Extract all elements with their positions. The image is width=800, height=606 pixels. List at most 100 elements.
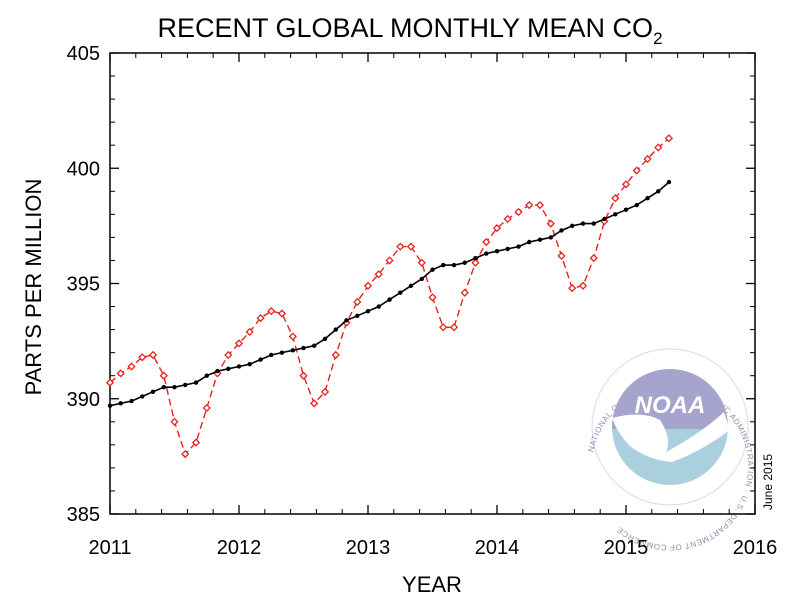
y-tick-label: 390 <box>67 389 100 411</box>
monthly-mean-point <box>267 307 276 316</box>
monthly-mean-point <box>363 281 373 290</box>
monthly-mean-point <box>406 242 416 251</box>
monthly-mean-point <box>245 327 254 337</box>
trend-point <box>333 327 338 332</box>
monthly-mean-point <box>417 258 426 267</box>
trend-point <box>602 216 607 222</box>
trend-point <box>365 308 371 314</box>
trend-point <box>408 283 414 289</box>
trend-point <box>269 352 274 358</box>
series-layer <box>105 134 674 459</box>
trend-point <box>473 255 478 261</box>
monthly-mean-point <box>191 438 201 447</box>
trend-point <box>634 202 639 208</box>
trend-point <box>301 345 306 351</box>
x-tick-label: 2016 <box>733 537 778 559</box>
monthly-mean-point <box>224 350 233 360</box>
trend-point <box>161 385 166 390</box>
trend-point <box>462 260 467 265</box>
monthly-mean-point <box>578 281 588 290</box>
monthly-mean-line <box>109 137 670 456</box>
trend-point <box>236 364 242 369</box>
trend-point <box>226 366 231 371</box>
monthly-mean-point <box>288 332 297 341</box>
monthly-mean-point <box>396 242 405 251</box>
y-tick-label: 395 <box>67 274 100 296</box>
monthly-mean-point <box>643 154 652 164</box>
monthly-mean-point <box>449 323 459 332</box>
trend-point <box>215 368 220 374</box>
monthly-mean-point <box>256 313 265 323</box>
trend-point <box>656 189 661 194</box>
trend-point <box>376 304 381 309</box>
trend-point <box>150 389 156 395</box>
trend-point <box>451 262 457 268</box>
trend-point <box>279 350 285 355</box>
monthly-mean-point <box>148 350 158 360</box>
x-tick-label: 2014 <box>475 537 520 559</box>
noaa-logo: NATIONAL OCEANIC AND ATMOSPHERIC ADMINIS… <box>586 348 755 552</box>
trend-point <box>204 373 209 378</box>
monthly-mean-point <box>385 256 394 265</box>
tick-labels: 2011 2012 2013 2014 2015 2016 385 390 395 400 405 <box>67 43 778 559</box>
monthly-mean-point <box>234 339 244 348</box>
trend-point <box>419 276 424 282</box>
y-axis-label: PARTS PER MILLION <box>21 179 46 396</box>
trend-point <box>258 357 263 362</box>
monthly-mean-point <box>621 180 631 189</box>
monthly-mean-point <box>589 254 598 263</box>
monthly-mean-point <box>127 362 136 371</box>
monthly-mean-point <box>546 219 555 228</box>
monthly-mean-point <box>320 387 330 396</box>
monthly-mean-point <box>202 403 211 413</box>
monthly-mean-point <box>170 417 179 426</box>
monthly-mean-point <box>664 134 674 143</box>
trend-point <box>570 223 575 229</box>
trend-point <box>645 196 650 201</box>
trend-point <box>193 380 199 385</box>
trend-point <box>623 207 629 212</box>
monthly-mean-point <box>471 258 480 267</box>
x-tick-label: 2013 <box>346 537 391 559</box>
trend-point <box>129 398 134 404</box>
monthly-mean-point <box>353 297 362 307</box>
y-tick-label: 385 <box>67 504 100 526</box>
trend-point <box>322 336 328 342</box>
trend-line <box>109 181 670 407</box>
monthly-mean-point <box>525 201 534 210</box>
x-axis-label: YEAR <box>402 572 462 597</box>
trend-point <box>548 235 553 240</box>
monthly-mean-point <box>310 399 319 408</box>
monthly-mean-point <box>105 378 115 387</box>
x-tick-label: 2011 <box>88 537 131 559</box>
trend-point <box>666 179 672 185</box>
x-tick-label: 2015 <box>604 537 649 559</box>
trend-point <box>312 343 317 348</box>
trend-point <box>484 251 489 256</box>
noaa-logo-wordmark: NOAA <box>635 392 706 419</box>
monthly-mean-point <box>428 293 437 302</box>
trend-point <box>441 262 446 268</box>
trend-point <box>494 249 500 254</box>
trend-point <box>247 361 252 367</box>
trend-point <box>591 221 596 226</box>
monthly-mean-point <box>492 224 502 233</box>
trend-point <box>344 318 349 323</box>
trend-point <box>355 313 360 318</box>
monthly-mean-point <box>632 166 641 175</box>
monthly-mean-point <box>611 194 620 203</box>
trend-point <box>387 297 392 302</box>
monthly-mean-point <box>299 371 308 380</box>
chart-title: RECENT GLOBAL MONTHLY MEAN CO2 <box>157 13 662 48</box>
monthly-mean-point <box>557 251 566 260</box>
trend-point <box>580 221 586 226</box>
trend-point <box>613 212 618 217</box>
y-tick-label: 400 <box>67 158 100 180</box>
y-tick-label: 405 <box>67 43 100 65</box>
monthly-mean-point <box>116 369 125 378</box>
trend-point <box>559 228 564 233</box>
monthly-mean-point <box>460 288 469 297</box>
monthly-mean-point <box>277 309 287 318</box>
monthly-mean-point <box>514 207 523 217</box>
